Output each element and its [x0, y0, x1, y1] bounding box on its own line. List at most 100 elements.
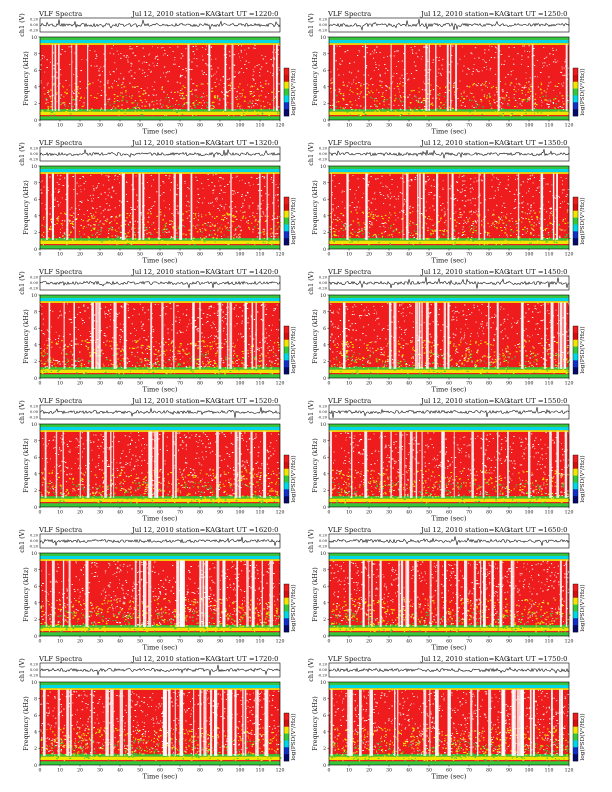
speckle-green	[45, 481, 280, 504]
spectrogram-ytick-label: 8	[34, 309, 37, 315]
panel-title: VLF Spectra	[327, 526, 371, 534]
panel-station: station=KAG	[176, 139, 220, 147]
spectrogram-ytick-label: 10	[320, 35, 326, 41]
spectrogram-xtick-label: 10	[346, 510, 352, 516]
spectrogram-gap	[149, 431, 153, 498]
spectrogram-gap	[259, 173, 261, 240]
spectrogram-ylabel: Frequency (kHz)	[22, 51, 30, 105]
spectrogram-xtick-label: 50	[426, 639, 432, 645]
band-low-green	[40, 754, 280, 757]
colorbar-segment	[284, 726, 289, 734]
spectrogram-gap	[162, 431, 164, 498]
panel-start-ut: start UT =1720:0	[218, 655, 278, 663]
panel-title: VLF Spectra	[38, 10, 82, 18]
spectrogram-ytick-label: 6	[34, 197, 37, 203]
band-top-yellow	[329, 301, 569, 303]
spectrogram-ytick-label: 0	[34, 247, 37, 253]
colorbar-segment	[573, 747, 578, 755]
spectrogram-xtick-label: 120	[276, 639, 285, 645]
spectrogram-gap	[229, 302, 233, 369]
colorbar-segment	[284, 468, 289, 476]
spectrogram-xlabel: Time (sec)	[143, 128, 178, 136]
waveform-tick-label: 0.20	[319, 405, 328, 409]
band-top-yellow	[40, 559, 280, 561]
spectrogram-gap	[208, 44, 210, 111]
band-top-yellow	[40, 43, 280, 45]
spectrogram-gap	[507, 431, 509, 498]
colorbar-segment	[573, 455, 578, 463]
spectrogram-gap	[483, 173, 486, 240]
band-low-green	[40, 367, 280, 370]
spectrogram-xtick-label: 100	[236, 381, 245, 387]
panel-start-ut: start UT =1450:0	[507, 268, 567, 276]
panel-station: station=KAG	[465, 268, 509, 276]
spectrogram-gap	[113, 302, 116, 369]
spectrogram-gap	[115, 302, 117, 369]
spectrogram-xtick-label: 100	[525, 510, 534, 516]
spectrogram-gap	[409, 431, 413, 498]
panel-start-ut: start UT =1750:0	[507, 655, 567, 663]
spectrogram-gap	[119, 689, 123, 756]
panel-title: VLF Spectra	[38, 268, 82, 276]
spectrogram-gap	[238, 431, 241, 498]
band-low-green	[329, 625, 569, 628]
waveform-frame	[39, 533, 281, 549]
spectrogram-gap	[51, 44, 54, 111]
spectrogram-xtick-label: 40	[117, 768, 123, 774]
spectrogram-gap	[488, 689, 492, 756]
spectrogram-ytick-label: 10	[320, 422, 326, 428]
band-top-cyan	[40, 684, 280, 689]
spectrogram-gap	[552, 173, 555, 240]
spectrogram-xtick-label: 20	[366, 510, 372, 516]
spectrogram-background	[40, 424, 280, 507]
spectrogram-xtick-label: 110	[545, 639, 554, 645]
spectrogram-xtick-label: 70	[177, 252, 183, 258]
colorbar-label: log(PSD(V²/Hz))	[290, 584, 297, 631]
spectrogram-gap	[480, 560, 482, 627]
waveform-trace	[328, 406, 570, 419]
spectrogram-heatmap	[329, 37, 570, 120]
spectrogram-ytick-label: 8	[34, 696, 37, 702]
panel-start-ut: start UT =1620:0	[218, 526, 278, 534]
waveform-tick-label: -0.20	[318, 29, 328, 33]
colorbar-segment	[573, 88, 578, 96]
spectra-panel-1: VLF Spectra Jul 12, 2010 station=KAGstart …	[18, 10, 297, 136]
spectrogram-gap	[66, 689, 69, 756]
spectrogram-xtick-label: 60	[157, 768, 163, 774]
spectrogram-gap	[404, 431, 406, 498]
spectrogram-background	[40, 295, 280, 378]
colorbar-segment	[284, 203, 289, 212]
spectrogram-xtick-label: 120	[276, 510, 285, 516]
band-top-cyan	[329, 426, 569, 431]
spectrogram-xtick-label: 40	[406, 123, 412, 129]
colorbar-label: log(PSD(V²/Hz))	[290, 68, 297, 115]
band-bottom-green	[40, 245, 280, 249]
spectrogram-gap	[447, 689, 451, 756]
spectrogram-gap	[437, 560, 440, 627]
panel-date: Jul 12, 2010	[420, 268, 463, 276]
colorbar-segment	[573, 360, 578, 368]
band-low-green	[40, 238, 280, 241]
spectrogram-gap	[482, 431, 485, 498]
waveform-trace	[39, 280, 281, 289]
colorbar-segment	[573, 584, 578, 592]
waveform-ylabel: ch1 (V)	[18, 529, 26, 552]
spectrogram-background	[40, 166, 280, 249]
spectrogram-xtick-label: 10	[346, 639, 352, 645]
panel-date: Jul 12, 2010	[131, 268, 174, 276]
spectrogram-gap	[75, 44, 78, 111]
colorbar-frame	[283, 196, 290, 246]
spectrogram-gap	[132, 173, 134, 240]
spectrogram-xtick-label: 20	[77, 768, 83, 774]
spectrogram-ytick-label: 2	[323, 746, 326, 752]
colorbar-segment	[284, 482, 289, 490]
colorbar-segment	[573, 231, 578, 239]
waveform-frame	[39, 662, 281, 678]
spectrogram-ytick-label: 2	[323, 488, 326, 494]
colorbar-segment	[284, 81, 289, 89]
spectrogram-gap	[251, 560, 255, 627]
colorbar-segment	[284, 719, 289, 728]
spectrogram-gap	[406, 173, 409, 240]
spectrogram-xtick-label: 70	[466, 381, 472, 387]
band-top-cyan	[40, 555, 280, 560]
